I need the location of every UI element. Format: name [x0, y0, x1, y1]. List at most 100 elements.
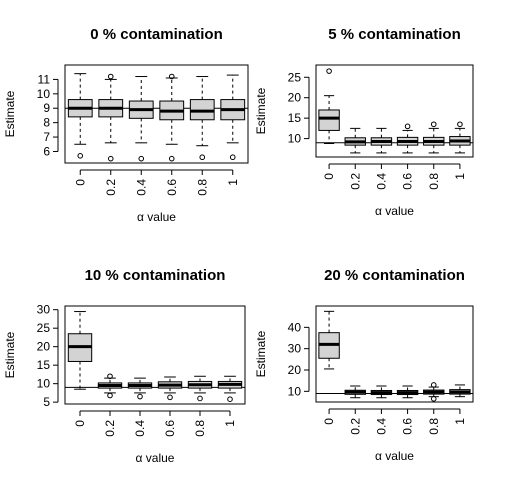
- box-0.8: [423, 382, 445, 402]
- outlier-point: [430, 396, 437, 402]
- x-tick-label: 0.6: [165, 179, 179, 196]
- box-1: [220, 74, 246, 161]
- box-0.4: [127, 377, 153, 400]
- y-axis-label: Estimate: [3, 331, 17, 378]
- box-0.2: [344, 385, 366, 399]
- x-axis-label: α value: [137, 210, 176, 224]
- outlier-point: [430, 382, 437, 388]
- box-0: [67, 311, 93, 390]
- y-tick-label: 25: [37, 321, 51, 335]
- box-0.8: [189, 76, 215, 161]
- box-1: [217, 375, 243, 402]
- chart-title: 20 % contamination: [324, 267, 465, 284]
- y-axis-label: Estimate: [254, 87, 268, 134]
- outlier-point: [107, 73, 114, 80]
- iqr-box: [318, 109, 340, 131]
- y-tick-label: 25: [288, 70, 302, 84]
- chart-panel-1: 5 % contamination 10 15 20 25 0 0.2 0.4 0.6 0.8 1 α…: [254, 26, 474, 218]
- y-tick-label: 30: [37, 303, 51, 317]
- outlier-point: [326, 68, 332, 74]
- plot-frame: [315, 64, 474, 158]
- y-tick-label: 20: [288, 363, 302, 377]
- box-0.6: [396, 385, 419, 399]
- box-0: [318, 68, 340, 145]
- x-tick-label: 0.4: [133, 420, 147, 437]
- box-0.8: [423, 121, 445, 154]
- box-0.6: [396, 123, 419, 154]
- x-tick-label: 0.6: [401, 418, 415, 435]
- plot-frame: [315, 305, 474, 403]
- outlier-point: [227, 396, 233, 402]
- x-tick-label: 0: [322, 173, 336, 180]
- box-0: [318, 310, 340, 370]
- y-tick-label: 10: [288, 132, 302, 146]
- chart-panel-3: 20 % contamination 10 20 30 40 0 0.2 0.4 0.6 0.8 1…: [254, 267, 474, 463]
- x-tick-label: 0.6: [163, 420, 177, 437]
- x-tick-label: 0.8: [427, 173, 441, 190]
- y-tick-label: 30: [288, 342, 302, 356]
- outlier-point: [167, 394, 173, 401]
- x-tick-label: 0.4: [374, 418, 388, 435]
- outlier-point: [107, 155, 114, 162]
- box-0.2: [97, 373, 123, 399]
- x-tick-label: 0.2: [348, 173, 362, 190]
- box-0.4: [370, 127, 393, 154]
- x-axis-label: α value: [375, 449, 414, 463]
- outlier-point: [199, 154, 206, 161]
- y-tick-label: 10: [37, 377, 51, 391]
- x-tick-label: 0.6: [401, 173, 415, 190]
- box-0: [67, 73, 93, 159]
- y-tick-label: 15: [288, 111, 302, 125]
- outlier-point: [77, 152, 84, 159]
- chart-panel-2: 10 % contamination 5 10 15 20 25 30 0 0.2 0.4 0.6 0…: [3, 267, 246, 465]
- y-tick-label: 7: [43, 130, 50, 144]
- x-axis-label: α value: [136, 451, 175, 465]
- y-axis-label: Estimate: [3, 90, 17, 137]
- y-tick-label: 8: [43, 116, 50, 130]
- outlier-point: [404, 123, 411, 130]
- y-tick-label: 9: [43, 101, 50, 115]
- x-tick-label: 0.2: [104, 179, 118, 196]
- outlier-point: [107, 373, 113, 380]
- outlier-point: [229, 154, 236, 161]
- outlier-point: [430, 121, 437, 128]
- y-tick-label: 10: [288, 384, 302, 398]
- x-tick-label: 1: [453, 173, 467, 180]
- box-0.2: [98, 73, 124, 162]
- outlier-point: [137, 393, 143, 400]
- box-1: [449, 121, 471, 154]
- x-tick-label: 0.2: [103, 420, 117, 437]
- plot-frame: [64, 64, 249, 164]
- chart-title: 5 % contamination: [328, 26, 461, 43]
- outlier-point: [168, 73, 175, 80]
- y-axis-label: Estimate: [254, 330, 268, 377]
- x-tick-label: 0.4: [374, 173, 388, 190]
- x-tick-label: 1: [226, 179, 240, 186]
- box-0.6: [157, 376, 183, 401]
- x-tick-label: 0.8: [193, 420, 207, 437]
- y-tick-label: 40: [288, 320, 302, 334]
- y-tick-label: 20: [37, 340, 51, 354]
- x-tick-label: 0.8: [427, 418, 441, 435]
- y-tick-label: 20: [288, 91, 302, 105]
- outlier-point: [457, 121, 463, 128]
- x-tick-label: 0.4: [134, 179, 148, 196]
- chart-title: 10 % contamination: [85, 267, 226, 284]
- x-tick-label: 0: [73, 420, 87, 427]
- box-0.8: [187, 375, 213, 402]
- box-0.2: [344, 127, 366, 154]
- box-0.6: [159, 73, 185, 162]
- x-tick-label: 1: [453, 418, 467, 425]
- outlier-point: [197, 395, 203, 402]
- chart-title: 0 % contamination: [90, 26, 223, 43]
- y-tick-label: 15: [37, 358, 51, 372]
- box-1: [449, 384, 471, 398]
- outlier-point: [107, 392, 113, 399]
- y-tick-label: 11: [38, 72, 51, 86]
- x-tick-label: 0: [73, 179, 87, 186]
- x-tick-label: 1: [223, 420, 237, 427]
- y-tick-label: 10: [37, 87, 51, 101]
